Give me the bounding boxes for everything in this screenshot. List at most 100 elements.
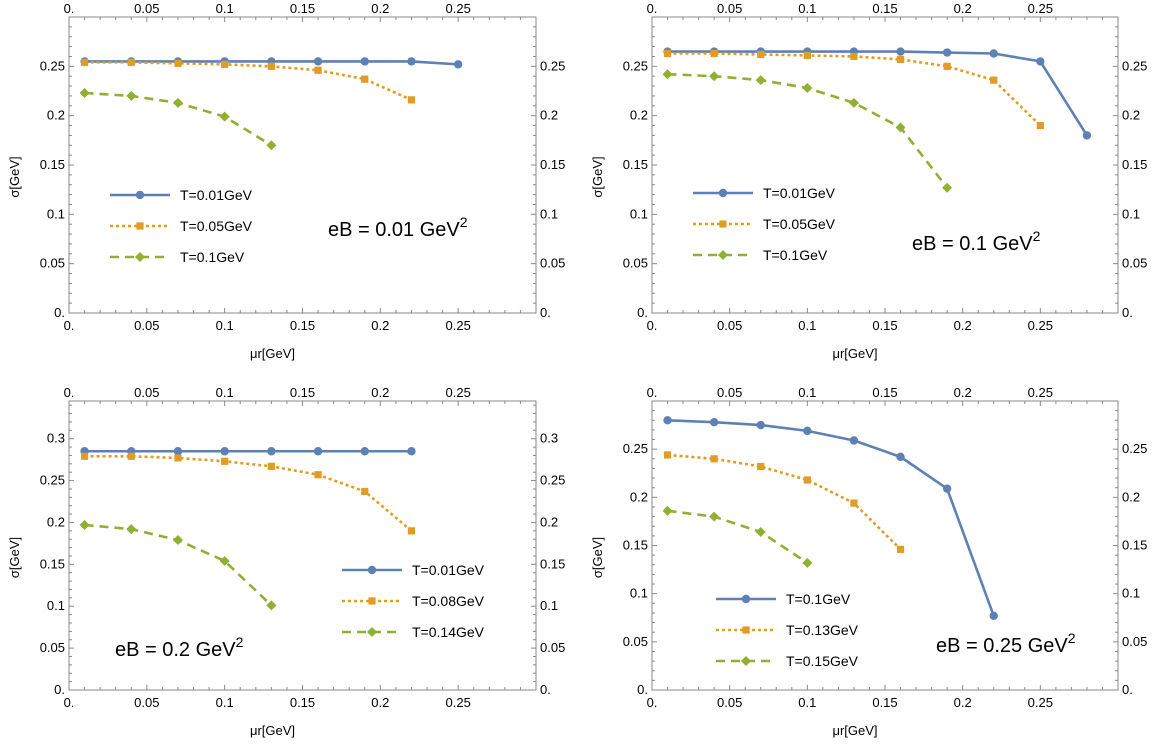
legend-marker xyxy=(367,627,377,637)
data-point xyxy=(709,71,720,82)
data-point xyxy=(313,57,323,66)
data-point xyxy=(802,557,813,568)
legend-label: T=0.15GeV xyxy=(786,653,859,669)
y-tick-label-left: 0. xyxy=(54,682,65,697)
x-tick-label-bottom: 0.15 xyxy=(872,318,897,333)
series-3 xyxy=(662,505,813,568)
chart-panel-2: 0.0.0.050.050.10.10.150.150.20.20.250.25… xyxy=(590,1,1147,361)
data-point xyxy=(990,76,998,84)
x-tick-label-top: 0.25 xyxy=(1028,1,1053,16)
legend-marker xyxy=(135,190,145,200)
data-point xyxy=(127,58,135,66)
data-point xyxy=(126,90,137,101)
x-tick-label-top: 0. xyxy=(64,385,75,400)
x-tick-label-top: 0.15 xyxy=(872,1,897,16)
series-line xyxy=(667,418,995,617)
y-tick-label-right: 0.2 xyxy=(540,108,558,123)
x-tick-label-bottom: 0.05 xyxy=(134,318,159,333)
data-point xyxy=(267,462,275,470)
data-point xyxy=(755,527,766,538)
data-point xyxy=(850,52,858,61)
y-tick-label-left: 0.25 xyxy=(40,58,65,73)
data-point xyxy=(174,454,182,462)
y-tick-label-left: 0.3 xyxy=(47,431,65,446)
legend-marker xyxy=(742,626,750,634)
legend-entry: T=0.14GeV xyxy=(342,624,485,640)
data-point xyxy=(313,447,323,456)
x-axis-label: μr[GeV] xyxy=(832,346,877,361)
x-tick-label-top: 0.2 xyxy=(954,385,972,400)
legend-entry: T=0.1GeV xyxy=(110,249,245,265)
x-tick-label-bottom: 0.25 xyxy=(1028,695,1053,710)
data-point xyxy=(896,47,905,56)
x-tick-label-bottom: 0.1 xyxy=(216,318,234,333)
data-point xyxy=(407,96,416,104)
y-tick-label-right: 0.25 xyxy=(540,473,565,488)
y-tick-label-right: 0.15 xyxy=(1122,538,1147,553)
data-point xyxy=(710,455,718,463)
x-tick-label-bottom: 0.2 xyxy=(371,318,389,333)
data-point xyxy=(221,60,229,68)
x-tick-label-top: 0.05 xyxy=(134,1,159,16)
y-tick-label-right: 0.05 xyxy=(540,256,565,271)
legend-entry: T=0.01GeV xyxy=(342,562,485,578)
plot-frame xyxy=(651,16,1119,314)
x-tick-label-bottom: 0. xyxy=(64,318,75,333)
series-2 xyxy=(663,451,905,553)
x-tick-label-top: 0.15 xyxy=(290,385,315,400)
data-point xyxy=(803,426,812,436)
y-tick-label-left: 0.2 xyxy=(630,108,648,123)
x-tick-label-top: 0.15 xyxy=(872,385,897,400)
y-tick-label-left: 0. xyxy=(637,305,648,320)
y-axis-label: σ[GeV] xyxy=(590,156,605,197)
data-point xyxy=(709,511,720,522)
data-point xyxy=(219,555,230,566)
y-tick-label-right: 0.1 xyxy=(540,206,558,221)
x-tick-label-top: 0. xyxy=(647,385,658,400)
legend-entry: T=0.05GeV xyxy=(110,218,253,234)
x-tick-label-top: 0.05 xyxy=(717,385,742,400)
data-point xyxy=(942,48,952,57)
chart-panel-1: 0.0.0.050.050.10.10.150.150.20.20.250.25… xyxy=(7,1,565,361)
data-point xyxy=(126,524,137,535)
data-point xyxy=(989,49,998,58)
legend-marker xyxy=(136,222,144,230)
y-tick-label-left: 0.05 xyxy=(40,640,65,655)
y-tick-label-right: 0.05 xyxy=(1122,634,1147,649)
y-tick-label-right: 0.2 xyxy=(540,514,558,529)
x-tick-label-bottom: 0.15 xyxy=(290,318,315,333)
data-point xyxy=(173,447,183,456)
y-tick-label-right: 0.05 xyxy=(540,640,565,655)
data-point xyxy=(266,140,277,151)
data-point xyxy=(314,471,322,479)
y-axis-label: σ[GeV] xyxy=(7,537,22,578)
data-point xyxy=(407,57,416,66)
data-point xyxy=(896,55,905,64)
eb-annotation: eB = 0.25 GeV2 xyxy=(936,630,1076,657)
y-tick-label-right: 0.3 xyxy=(540,431,558,446)
data-point xyxy=(663,451,672,459)
data-point xyxy=(895,122,906,133)
data-point xyxy=(79,519,90,530)
legend-entry: T=0.05GeV xyxy=(693,216,836,232)
x-axis-label: μr[GeV] xyxy=(250,346,295,361)
x-tick-label-top: 0.1 xyxy=(798,385,816,400)
x-tick-label-bottom: 0.05 xyxy=(134,695,159,710)
y-tick-label-right: 0.15 xyxy=(540,157,565,172)
data-point xyxy=(848,97,859,108)
legend-entry: T=0.1GeV xyxy=(716,591,851,607)
chart-panel-4: 0.0.0.050.050.10.10.150.150.20.20.250.25… xyxy=(590,385,1147,738)
data-point xyxy=(989,611,998,621)
legend-label: T=0.1GeV xyxy=(180,249,245,265)
y-tick-label-left: 0. xyxy=(54,305,65,320)
y-tick-label-right: 0.2 xyxy=(1122,108,1140,123)
x-tick-label-top: 0.2 xyxy=(954,1,972,16)
series-line xyxy=(667,50,1089,137)
series-2 xyxy=(80,452,416,535)
data-point xyxy=(757,462,765,471)
data-point xyxy=(407,527,416,535)
data-point xyxy=(80,58,89,66)
x-tick-label-bottom: 0. xyxy=(647,318,658,333)
